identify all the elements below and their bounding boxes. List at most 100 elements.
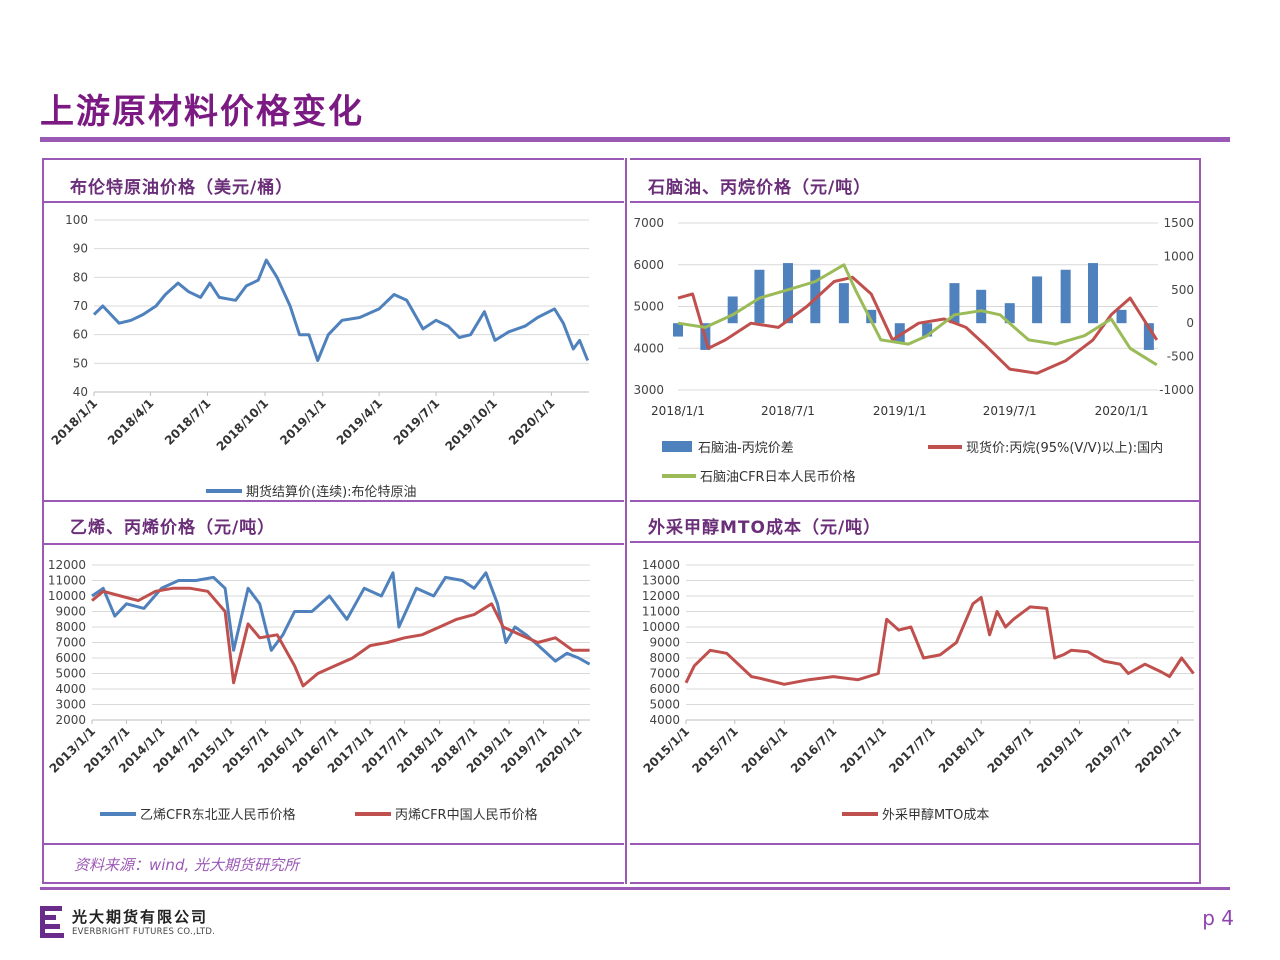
page-number: p 4 <box>1202 906 1234 930</box>
footer-line <box>40 887 1230 890</box>
y-tick-label: 6000 <box>55 651 86 665</box>
y-tick-label: 6000 <box>649 682 680 696</box>
y-tick-label: 10000 <box>642 620 680 634</box>
y-right-tick-label: 0 <box>1186 316 1194 330</box>
spread-bar <box>866 309 877 324</box>
y-tick-label: 4000 <box>55 682 86 696</box>
y-right-tick-label: 1500 <box>1163 216 1194 230</box>
series-line <box>92 258 590 362</box>
y-tick-label: 40 <box>73 385 88 399</box>
x-tick-label: 2015/7/1 <box>689 724 741 776</box>
spread-bar <box>976 289 987 324</box>
title-underline <box>40 137 1230 142</box>
divider <box>630 158 1200 160</box>
y-tick-label: 5000 <box>55 667 86 681</box>
y-tick-label: 12000 <box>48 558 86 572</box>
y-right-tick-label: 1000 <box>1163 249 1194 263</box>
x-tick-label: 2017/1/1 <box>837 724 889 776</box>
y-tick-label: 4000 <box>633 341 664 355</box>
y-tick-label: 7000 <box>55 636 86 650</box>
divider <box>44 500 624 502</box>
legend-label: 现货价:丙烷(95%(V/V)以上):国内 <box>966 440 1163 456</box>
x-tick-label: 2018/7/1 <box>162 396 214 448</box>
x-tick-label: 2016/1/1 <box>739 724 791 776</box>
y-tick-label: 7000 <box>633 216 664 230</box>
spread-bar <box>894 323 905 344</box>
page-title: 上游原材料价格变化 <box>40 92 364 132</box>
x-tick-label: 2019/10/1 <box>442 396 499 453</box>
legend-label: 石脑油CFR日本人民币价格 <box>700 469 856 485</box>
spread-bar <box>782 263 793 324</box>
x-tick-label: 2018/1/1 <box>651 404 705 418</box>
x-tick-label: 2020/1/1 <box>1095 404 1149 418</box>
legend-label: 乙烯CFR东北亚人民币价格 <box>140 807 296 823</box>
x-tick-label: 2018/1/1 <box>936 724 988 776</box>
divider <box>44 882 624 884</box>
y-right-tick-label: -1000 <box>1159 383 1194 397</box>
x-tick-label: 2016/7/1 <box>788 724 840 776</box>
x-tick-label: 2015/1/1 <box>641 724 693 776</box>
logo-en-text: EVERBRIGHT FUTURES CO.,LTD. <box>72 927 216 937</box>
spread-bar <box>922 323 933 337</box>
divider <box>44 201 624 203</box>
y-tick-label: 6000 <box>633 258 664 272</box>
x-tick-label: 2018/7/1 <box>985 724 1037 776</box>
x-tick-label: 2018/1/1 <box>49 396 101 448</box>
x-tick-label: 2019/7/1 <box>391 396 443 448</box>
y-right-tick-label: 500 <box>1171 283 1194 297</box>
y-tick-label: 11000 <box>48 574 86 588</box>
spread-bar <box>673 323 683 337</box>
x-tick-label: 2019/1/1 <box>277 396 329 448</box>
naphtha-propane-chart: 70006000500040003000150010005000-500-100… <box>633 216 1194 485</box>
legend-label: 期货结算价(连续):布伦特原油 <box>246 484 417 500</box>
y-tick-label: 100 <box>65 213 88 227</box>
y-tick-label: 4000 <box>649 713 680 727</box>
x-tick-label: 2018/7/1 <box>761 404 815 418</box>
y-tick-label: 70 <box>73 299 88 313</box>
y-tick-label: 90 <box>73 242 88 256</box>
x-tick-label: 2019/7/1 <box>983 404 1037 418</box>
y-tick-label: 12000 <box>642 589 680 603</box>
y-tick-label: 13000 <box>642 574 680 588</box>
divider <box>44 158 624 160</box>
y-tick-label: 8000 <box>55 620 86 634</box>
legend-swatch <box>662 441 692 452</box>
spread-bar <box>1143 323 1154 350</box>
legend-label: 丙烯CFR中国人民币价格 <box>395 807 538 823</box>
chart-title: 石脑油、丙烷价格（元/吨） <box>648 178 872 198</box>
spread-bar <box>1087 263 1098 324</box>
divider <box>42 158 44 884</box>
spread-bar <box>1004 303 1015 324</box>
y-tick-label: 10000 <box>48 589 86 603</box>
x-tick-label: 2019/4/1 <box>334 396 386 448</box>
divider <box>630 843 1200 845</box>
spread-bar <box>810 269 821 324</box>
divider <box>630 882 1200 884</box>
spread-bar <box>1060 269 1071 324</box>
series-line <box>91 586 590 688</box>
x-tick-label: 2019/1/1 <box>1034 724 1086 776</box>
divider <box>44 843 624 845</box>
divider <box>1199 158 1201 884</box>
logo-cn-text: 光大期货有限公司 <box>72 908 209 926</box>
y-tick-label: 2000 <box>55 713 86 727</box>
spread-bar <box>949 283 960 324</box>
x-tick-label: 2018/4/1 <box>105 396 157 448</box>
logo-mark-icon <box>40 906 64 938</box>
series-line <box>677 275 1159 375</box>
y-tick-label: 5000 <box>633 300 664 314</box>
y-right-tick-label: -500 <box>1167 350 1194 364</box>
divider <box>630 541 1200 543</box>
x-tick-label: 2017/7/1 <box>886 724 938 776</box>
y-tick-label: 9000 <box>55 605 86 619</box>
x-tick-label: 2019/7/1 <box>1083 724 1135 776</box>
divider <box>44 543 624 545</box>
y-tick-label: 8000 <box>649 651 680 665</box>
y-tick-label: 50 <box>73 356 88 370</box>
chart-title: 布伦特原油价格（美元/桶） <box>70 178 294 198</box>
spread-bar <box>1116 309 1127 324</box>
y-tick-label: 11000 <box>642 605 680 619</box>
spread-bar <box>838 283 849 324</box>
